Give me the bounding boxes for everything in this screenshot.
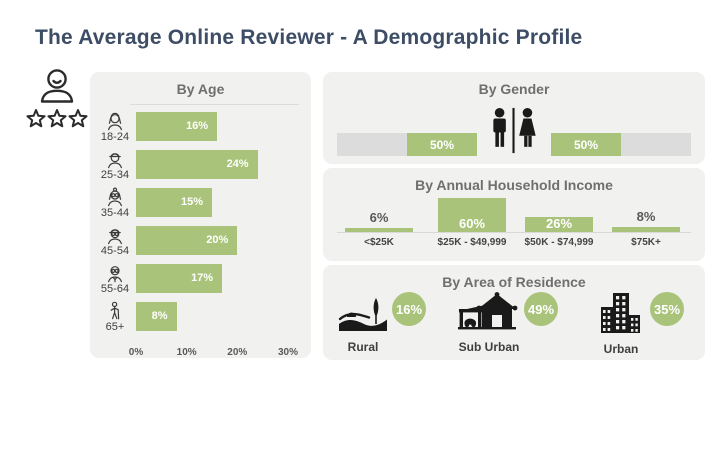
rural-landscape-icon bbox=[337, 291, 389, 338]
income-category-label: $75K+ bbox=[631, 237, 661, 248]
age-group-label: 35-44 bbox=[100, 206, 130, 219]
age-bar-value: 8% bbox=[151, 310, 168, 322]
age-label-column: 65+ bbox=[94, 300, 136, 333]
residence-percent-badge: 35% bbox=[650, 292, 684, 326]
residence-label: Sub Urban bbox=[458, 340, 520, 354]
suburban-house-icon bbox=[457, 291, 521, 338]
residence-label: Rural bbox=[347, 340, 379, 354]
income-bar-value: 60% bbox=[458, 216, 486, 231]
gender-female-value: 50% bbox=[551, 133, 621, 156]
page-title: The Average Online Reviewer - A Demograp… bbox=[35, 26, 583, 49]
urban-buildings-icon bbox=[595, 291, 647, 340]
age-bar-chart: 18-24 16% 25-34 24% 35-44 15% 45-54 20% 55-64 17%… bbox=[94, 107, 258, 335]
residence-icon-column: Urban bbox=[595, 291, 647, 356]
age-row: 55-64 17% bbox=[94, 259, 258, 297]
income-category-label: <$25K bbox=[364, 237, 394, 248]
by-income-title: By Annual Household Income bbox=[415, 177, 613, 193]
age-axis-tick: 0% bbox=[128, 347, 144, 358]
income-bar: 60% bbox=[438, 198, 506, 232]
residence-label: Urban bbox=[603, 342, 639, 356]
by-gender-panel: By Gender 50% 50% bbox=[323, 72, 705, 164]
age-label-column: 55-64 bbox=[94, 262, 136, 295]
age-row: 35-44 15% bbox=[94, 183, 258, 221]
age-bar-value: 24% bbox=[226, 158, 249, 170]
age-group-label: 65+ bbox=[105, 320, 125, 333]
male-female-restroom-icon bbox=[486, 107, 542, 160]
age-bar: 17% bbox=[136, 263, 223, 293]
man-cap-icon bbox=[104, 148, 126, 170]
income-baseline bbox=[337, 232, 691, 233]
young-woman-icon bbox=[104, 110, 126, 132]
reviewer-three-stars-icon bbox=[24, 66, 92, 137]
gender-male-value: 50% bbox=[407, 133, 477, 156]
age-bar: 24% bbox=[136, 149, 258, 179]
residence-icon-column: Sub Urban bbox=[457, 291, 521, 354]
age-bar: 15% bbox=[136, 187, 212, 217]
age-row: 65+ 8% bbox=[94, 297, 258, 335]
gender-bar-female: 50% bbox=[551, 133, 691, 156]
age-row: 45-54 20% bbox=[94, 221, 258, 259]
age-row: 18-24 16% bbox=[94, 107, 258, 145]
age-axis-tick: 30% bbox=[277, 347, 299, 358]
residence-icon-column: Rural bbox=[337, 291, 389, 354]
by-residence-panel: By Area of Residence Rural 16% Sub Urban 49… bbox=[323, 265, 705, 360]
age-bar-value: 15% bbox=[180, 196, 203, 208]
residence-item: Sub Urban 49% bbox=[457, 291, 558, 354]
woman-glasses-icon bbox=[104, 186, 126, 208]
age-bar: 20% bbox=[136, 225, 238, 255]
older-man-icon bbox=[104, 262, 126, 284]
income-bar: 26% bbox=[525, 216, 593, 232]
age-axis-tick: 20% bbox=[227, 347, 248, 358]
age-bar-value: 16% bbox=[186, 120, 209, 132]
age-axis-tick: 10% bbox=[176, 347, 197, 358]
age-bar: 16% bbox=[136, 111, 218, 141]
income-bar-value: 26% bbox=[545, 216, 573, 231]
income-bar-chart: 6% <$25K 60% $25K - $49,999 26% $50K - $74,99… bbox=[337, 168, 691, 261]
residence-item: Urban 35% bbox=[595, 291, 684, 356]
age-group-label: 45-54 bbox=[100, 244, 130, 257]
age-bar-value: 17% bbox=[191, 272, 214, 284]
age-label-column: 45-54 bbox=[94, 224, 136, 257]
age-label-column: 25-34 bbox=[94, 148, 136, 181]
residence-item: Rural 16% bbox=[337, 291, 426, 354]
by-age-panel: By Age 18-24 16% 25-34 24% 35-44 15% 45-54 20% 5… bbox=[90, 72, 311, 358]
age-group-label: 55-64 bbox=[100, 282, 130, 295]
man-cap-glasses-icon bbox=[104, 224, 126, 246]
by-residence-title: By Area of Residence bbox=[442, 274, 586, 290]
income-category-label: $25K - $49,999 bbox=[437, 237, 507, 248]
gender-bar-male: 50% bbox=[337, 133, 477, 156]
income-bar bbox=[612, 227, 680, 232]
age-bar-value: 20% bbox=[206, 234, 229, 246]
age-label-column: 18-24 bbox=[94, 110, 136, 143]
age-group-label: 25-34 bbox=[100, 168, 130, 181]
age-group-label: 18-24 bbox=[100, 130, 130, 143]
age-bar: 8% bbox=[136, 301, 177, 331]
income-bar bbox=[345, 228, 413, 232]
income-bar-value: 8% bbox=[636, 209, 656, 224]
residence-percent-badge: 49% bbox=[524, 292, 558, 326]
residence-percent-badge: 16% bbox=[392, 292, 426, 326]
elderly-cane-icon bbox=[104, 300, 126, 322]
age-label-column: 35-44 bbox=[94, 186, 136, 219]
income-bar-value: 6% bbox=[369, 210, 389, 225]
income-category-label: $50K - $74,999 bbox=[524, 237, 594, 248]
age-row: 25-34 24% bbox=[94, 145, 258, 183]
age-title-divider bbox=[130, 104, 299, 105]
by-gender-title: By Gender bbox=[478, 81, 550, 97]
age-x-axis: 0% 10% 20% 30% bbox=[129, 347, 298, 361]
by-age-title: By Age bbox=[176, 81, 225, 97]
by-income-panel: By Annual Household Income 6% <$25K 60% $25… bbox=[323, 168, 705, 261]
